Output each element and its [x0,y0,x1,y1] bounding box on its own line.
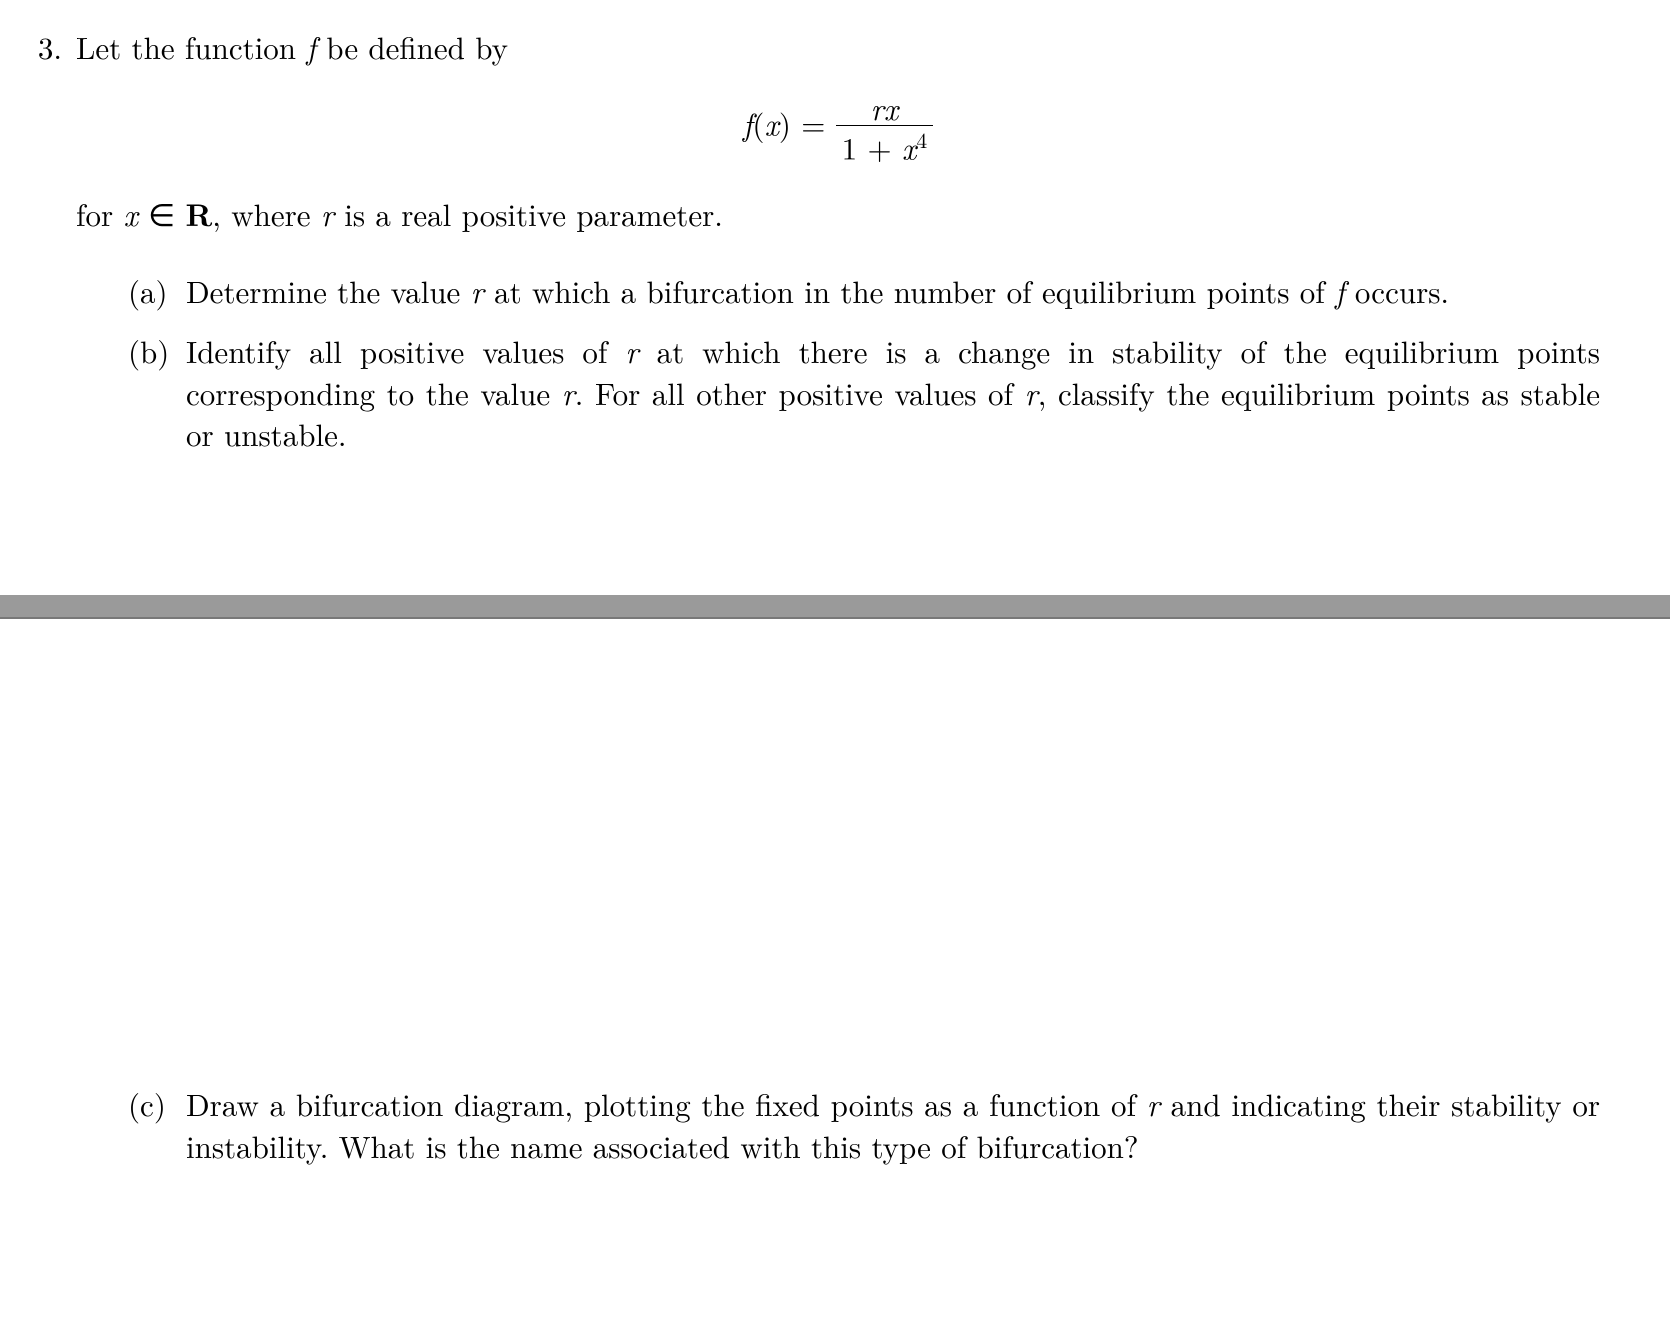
subparts-top: (a) Determine the value r at which a bif… [76,270,1600,455]
part-c-text: Draw a bifurcation diagram, plotting the… [186,1083,1600,1167]
a-t2: at which a bifurcation in the number of … [484,268,1335,312]
problem-body-continued: (c) Draw a bifurcation diagram, plotting… [76,619,1630,1185]
formula-x: x [764,100,778,144]
intro-f: f [306,24,316,68]
part-c: (c) Draw a bifurcation diagram, plotting… [128,1083,1600,1167]
gap-before-c [76,619,1600,1083]
b-t1: Identify all positive values of [186,328,625,372]
page-bottom: (c) Draw a bifurcation diagram, plotting… [0,619,1670,1225]
for-R: R [186,192,213,236]
b-r1: r [625,328,638,372]
a-r1: r [471,268,484,312]
for-in: ∈ [138,191,186,235]
c-r1: r [1147,1081,1160,1125]
problem-body: Let the function f be defined by f(x) = … [76,26,1630,473]
a-t1: Determine the value [186,268,471,312]
formula-open-paren: ( [752,100,764,144]
page-divider [0,595,1670,619]
part-b-text: Identify all positive values of r at whi… [186,330,1600,456]
formula-den-x: x [902,125,916,169]
intro-text-prefix: Let the function [76,24,306,68]
problem-number: 3. [0,26,76,68]
b-t3: . For all other positive values of [575,370,1025,414]
formula: f(x) = rx 1 + x4 [76,90,1600,167]
formula-fraction: rx 1 + x4 [836,90,934,167]
a-t3: occurs. [1345,268,1449,312]
formula-denominator: 1 + x4 [836,126,934,167]
part-a-label: (a) [128,270,186,312]
a-f: f [1335,268,1345,312]
part-c-label: (c) [128,1083,186,1125]
formula-f: f [743,100,753,144]
intro-line: Let the function f be defined by [76,26,1600,68]
for-suffix: is a real positive parameter. [334,191,723,235]
page-top: 3. Let the function f be defined by f(x)… [0,0,1670,513]
part-b-label: (b) [128,330,186,372]
b-r3: r [1025,370,1038,414]
problem-block-continued: (c) Draw a bifurcation diagram, plotting… [0,619,1630,1185]
c-t1: Draw a bifurcation diagram, plotting the… [186,1081,1147,1125]
formula-num-r: r [871,85,884,129]
formula-den-prefix: 1 + [842,125,902,169]
problem-block: 3. Let the function f be defined by f(x)… [0,26,1630,473]
part-b: (b) Identify all positive values of r at… [128,330,1600,456]
formula-den-exp: 4 [916,125,927,155]
subparts-bottom: (c) Draw a bifurcation diagram, plotting… [76,1083,1600,1167]
for-line: for x ∈ R, where r is a real positive pa… [76,193,1600,236]
b-r2: r [562,370,575,414]
for-mid: , where [212,191,321,235]
part-a: (a) Determine the value r at which a bif… [128,270,1600,312]
formula-close-eq: ) = [779,100,836,144]
formula-numerator: rx [836,90,934,127]
for-r: r [321,191,334,235]
for-prefix: for [76,191,123,235]
intro-text-suffix: be defined by [316,24,508,68]
for-x: x [123,191,137,235]
part-a-text: Determine the value r at which a bifurca… [186,270,1600,312]
formula-num-x: x [884,85,898,129]
